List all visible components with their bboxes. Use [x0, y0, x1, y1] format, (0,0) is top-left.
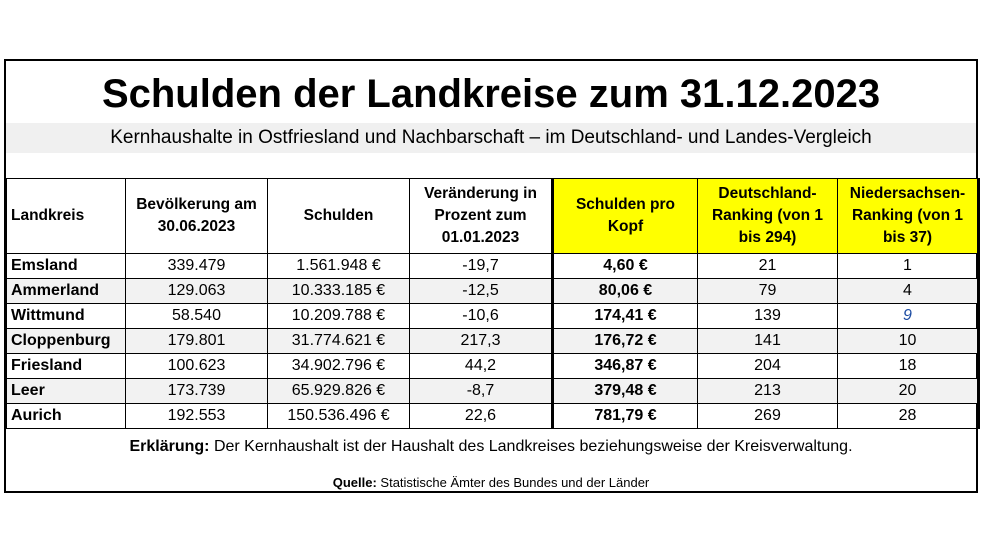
column-header-change: Veränderung in Prozent zum 01.01.2023	[409, 178, 553, 254]
cell-population: 100.623	[125, 353, 268, 379]
page-title: Schulden der Landkreise zum 31.12.2023	[101, 72, 881, 116]
source-label: Quelle:	[332, 475, 377, 490]
cell-population: 179.801	[125, 328, 268, 354]
cell-population: 339.479	[125, 253, 268, 279]
cell-per-capita: 174,41 €	[551, 303, 698, 329]
column-header-population: Bevölkerung am 30.06.2023	[125, 178, 268, 254]
source-note: Quelle: Statistische Ämter des Bundes un…	[6, 475, 976, 490]
source-text: Statistische Ämter des Bundes und der Lä…	[376, 475, 650, 490]
cell-change: -10,6	[409, 303, 553, 329]
table-row: Emsland 339.479 1.561.948 € -19,7 4,60 €21 1	[6, 253, 980, 279]
cell-population: 58.540	[125, 303, 268, 329]
table-row: Aurich 192.553 150.536.496 €22,6 781,79 €26…	[6, 403, 980, 429]
column-header-debt: Schulden	[267, 178, 410, 254]
cell-debt: 150.536.496 €	[267, 403, 410, 429]
table-row: Wittmund 58.540 10.209.788 € -10,6 174,41 €1…	[6, 303, 980, 329]
cell-rank-de: 21	[697, 253, 838, 279]
cell-rank-ni: 10	[837, 328, 980, 354]
column-header-landkreis: Landkreis	[6, 178, 126, 254]
cell-change: 44,2	[409, 353, 553, 379]
cell-landkreis: Friesland	[6, 353, 126, 379]
column-header-per-capita: Schulden pro Kopf	[551, 178, 698, 254]
cell-debt: 10.333.185 €	[267, 278, 410, 304]
cell-rank-de: 141	[697, 328, 838, 354]
cell-rank-de: 204	[697, 353, 838, 379]
cell-landkreis: Ammerland	[6, 278, 126, 304]
debt-table: Landkreis Bevölkerung am 30.06.2023 Schu…	[6, 178, 980, 429]
cell-per-capita: 346,87 €	[551, 353, 698, 379]
column-header-rank-de: Deutschland-Ranking (von 1 bis 294)	[697, 178, 838, 254]
page-subtitle: Kernhaushalte in Ostfriesland und Nachba…	[6, 123, 976, 153]
cell-change: 217,3	[409, 328, 553, 354]
cell-per-capita: 781,79 €	[551, 403, 698, 429]
cell-per-capita: 4,60 €	[551, 253, 698, 279]
table-header-row: Landkreis Bevölkerung am 30.06.2023 Schu…	[6, 178, 980, 254]
cell-debt: 65.929.826 €	[267, 378, 410, 404]
cell-landkreis: Wittmund	[6, 303, 126, 329]
cell-per-capita: 80,06 €	[551, 278, 698, 304]
cell-population: 192.553	[125, 403, 268, 429]
cell-per-capita: 176,72 €	[551, 328, 698, 354]
explanation-label: Erklärung:	[129, 438, 210, 455]
infographic-frame: Schulden der Landkreise zum 31.12.2023 K…	[4, 59, 980, 493]
cell-population: 129.063	[125, 278, 268, 304]
explanation-text: Der Kernhaushalt ist der Haushalt des La…	[209, 438, 853, 455]
column-header-rank-ni: Niedersachsen-Ranking (von 1 bis 37)	[837, 178, 980, 254]
table-row: Friesland 100.623 34.902.796 €44,2 346,87 €…	[6, 353, 980, 379]
cell-debt: 31.774.621 €	[267, 328, 410, 354]
cell-rank-de: 269	[697, 403, 838, 429]
cell-rank-ni: 18	[837, 353, 980, 379]
cell-landkreis: Aurich	[6, 403, 126, 429]
cell-rank-ni: 1	[837, 253, 980, 279]
cell-per-capita: 379,48 €	[551, 378, 698, 404]
cell-rank-de: 213	[697, 378, 838, 404]
cell-debt: 10.209.788 €	[267, 303, 410, 329]
cell-rank-ni: 9	[837, 303, 980, 329]
table-row: Cloppenburg 179.801 31.774.621 €217,3 176,7…	[6, 328, 980, 354]
cell-rank-ni: 4	[837, 278, 980, 304]
cell-rank-de: 139	[697, 303, 838, 329]
cell-rank-ni: 28	[837, 403, 980, 429]
cell-change: -12,5	[409, 278, 553, 304]
cell-change: -19,7	[409, 253, 553, 279]
cell-population: 173.739	[125, 378, 268, 404]
cell-rank-de: 79	[697, 278, 838, 304]
cell-debt: 34.902.796 €	[267, 353, 410, 379]
table-row: Ammerland 129.063 10.333.185 € -12,5 80,06 €…	[6, 278, 980, 304]
cell-change: 22,6	[409, 403, 553, 429]
explanation-note: Erklärung: Der Kernhaushalt ist der Haus…	[6, 438, 976, 456]
table-row: Leer 173.739 65.929.826 € -8,7 379,48 €213 20	[6, 378, 980, 404]
cell-change: -8,7	[409, 378, 553, 404]
cell-rank-ni: 20	[837, 378, 980, 404]
cell-landkreis: Leer	[6, 378, 126, 404]
cell-landkreis: Emsland	[6, 253, 126, 279]
cell-debt: 1.561.948 €	[267, 253, 410, 279]
cell-landkreis: Cloppenburg	[6, 328, 126, 354]
